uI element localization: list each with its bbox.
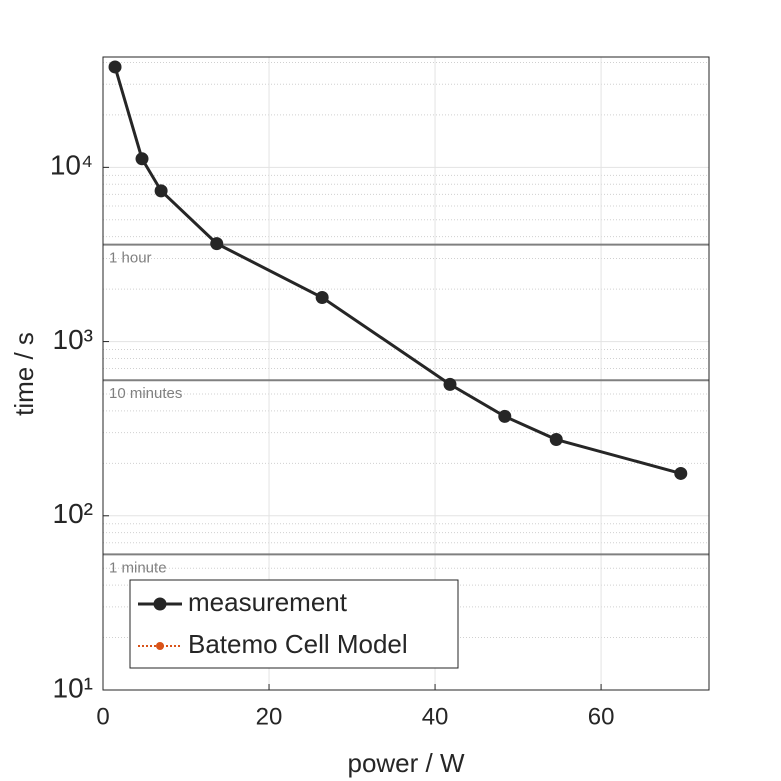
y-tick-label: 10⁴	[50, 150, 93, 181]
x-axis-label: power / W	[347, 748, 464, 778]
data-point	[443, 377, 457, 391]
x-tick-label: 20	[256, 703, 283, 730]
reference-label: 10 minutes	[109, 385, 182, 402]
legend-marker	[156, 642, 164, 650]
data-point	[674, 466, 688, 480]
data-point	[154, 184, 168, 198]
legend-label: Batemo Cell Model	[188, 629, 408, 659]
data-point	[315, 291, 329, 305]
legend-marker	[153, 597, 167, 611]
data-point	[549, 433, 563, 447]
plot-frame	[102, 56, 710, 691]
y-axis-label: time / s	[9, 332, 39, 416]
x-tick-label: 40	[422, 703, 449, 730]
y-tick-label: 10¹	[53, 672, 93, 703]
data-point	[108, 60, 122, 74]
data-point	[135, 152, 149, 166]
data-point	[210, 237, 224, 251]
y-tick-label: 10²	[53, 498, 93, 529]
reference-label: 1 minute	[109, 559, 167, 576]
legend-box	[129, 579, 459, 669]
legend-label: measurement	[188, 587, 348, 617]
x-tick-label: 0	[96, 703, 109, 730]
reference-label: 1 hour	[109, 250, 152, 267]
data-point	[498, 409, 512, 423]
x-tick-label: 60	[588, 703, 615, 730]
y-tick-label: 10³	[53, 324, 93, 355]
legend: measurement Batemo Cell Model	[129, 579, 459, 669]
